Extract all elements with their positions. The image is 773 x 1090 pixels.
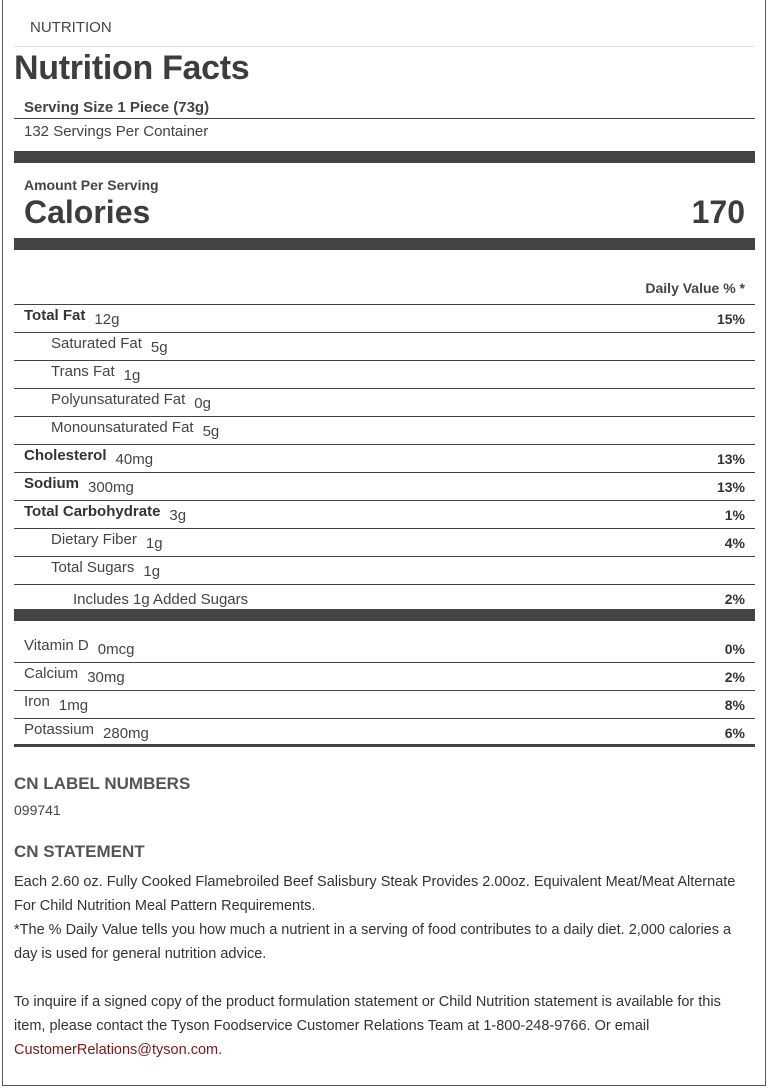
nutrient-amount: 12g bbox=[94, 311, 120, 328]
daily-value-header: Daily Value % * bbox=[14, 250, 755, 305]
nutrient-label: Vitamin D bbox=[24, 637, 89, 654]
email-link[interactable]: CustomerRelations@tyson.com bbox=[14, 1042, 219, 1058]
daily-value-percent: 13% bbox=[716, 451, 745, 467]
divider-thick bbox=[14, 151, 755, 163]
nutrient-amount: 5g bbox=[202, 423, 220, 440]
nutrient-amount: 1g bbox=[145, 535, 163, 552]
nutrition-panel: NUTRITION Nutrition Facts Serving Size 1… bbox=[14, 0, 755, 1062]
cn-statement: Each 2.60 oz. Fully Cooked Flamebroiled … bbox=[14, 874, 736, 914]
divider-bottom bbox=[14, 744, 755, 747]
nutrient-label: Polyunsaturated Fat bbox=[51, 391, 186, 408]
cn-label-number: 099741 bbox=[14, 802, 61, 818]
vitamin-row: Calcium 30mg 2% bbox=[14, 663, 755, 691]
nutrient-amount: 1g bbox=[143, 563, 161, 580]
vitamin-row: Vitamin D 0mcg 0% bbox=[14, 635, 755, 663]
nutrient-row: Total Sugars 1g bbox=[14, 557, 755, 585]
nutrient-row: Sodium 300mg 13% bbox=[14, 473, 755, 501]
daily-value-percent: 13% bbox=[716, 479, 745, 495]
daily-value-percent: 15% bbox=[716, 311, 745, 327]
cn-label-heading: CN LABEL NUMBERS bbox=[14, 774, 191, 793]
inquiry-text: To inquire if a signed copy of the produ… bbox=[14, 994, 721, 1034]
nutrient-row: Includes 1g Added Sugars 2% bbox=[14, 585, 755, 609]
calories-label: Calories bbox=[24, 194, 151, 230]
nutrient-amount: 0mcg bbox=[97, 641, 135, 658]
nutrient-label: Iron bbox=[24, 693, 50, 710]
nutrient-label: Total Fat bbox=[24, 307, 86, 324]
vitamin-row: Potassium 280mg 6% bbox=[14, 719, 755, 743]
nutrient-label: Monounsaturated Fat bbox=[51, 419, 194, 436]
nutrient-row: Saturated Fat 5g bbox=[14, 333, 755, 361]
nutrient-label: Dietary Fiber bbox=[51, 531, 137, 548]
nutrient-label: Potassium bbox=[24, 721, 95, 738]
nutrient-row: Total Carbohydrate 3g 1% bbox=[14, 501, 755, 529]
nutrient-amount: 1g bbox=[123, 367, 141, 384]
nutrient-amount: 1mg bbox=[58, 697, 89, 714]
nutrient-label: Sodium bbox=[24, 475, 79, 492]
dv-footnote: *The % Daily Value tells you how much a … bbox=[14, 922, 732, 962]
nutrient-label: Cholesterol bbox=[24, 447, 107, 464]
calories-value: 170 bbox=[691, 194, 745, 230]
nutrient-label: Includes 1g Added Sugars bbox=[73, 591, 249, 608]
amount-per-serving: Amount Per Serving bbox=[24, 177, 159, 193]
nutrient-row: Cholesterol 40mg 13% bbox=[14, 445, 755, 473]
daily-value-percent: 6% bbox=[724, 725, 745, 741]
nutrient-label: Total Carbohydrate bbox=[24, 503, 161, 520]
inquiry-paragraph: To inquire if a signed copy of the produ… bbox=[14, 990, 755, 1062]
nutrient-amount: 3g bbox=[169, 507, 187, 524]
page-title: Nutrition Facts bbox=[14, 49, 250, 87]
nutrient-amount: 300mg bbox=[88, 479, 134, 496]
nutrient-amount: 280mg bbox=[103, 725, 149, 742]
daily-value-percent: 2% bbox=[724, 669, 745, 685]
section-label: NUTRITION bbox=[14, 0, 755, 47]
nutrient-amount: 40mg bbox=[115, 451, 154, 468]
daily-value-percent: 8% bbox=[724, 697, 745, 713]
nutrient-label: Calcium bbox=[24, 665, 79, 682]
serving-size: Serving Size 1 Piece (73g) bbox=[14, 89, 755, 119]
divider-thick bbox=[14, 238, 755, 250]
nutrient-label: Saturated Fat bbox=[51, 335, 142, 352]
nutrient-row: Polyunsaturated Fat 0g bbox=[14, 389, 755, 417]
calories-row: Calories 170 bbox=[14, 193, 755, 238]
nutrient-label: Trans Fat bbox=[51, 363, 115, 380]
nutrient-amount: 30mg bbox=[87, 669, 125, 686]
nutrient-label: Total Sugars bbox=[51, 559, 135, 576]
nutrient-row: Trans Fat 1g bbox=[14, 361, 755, 389]
nutrient-row: Dietary Fiber 1g 4% bbox=[14, 529, 755, 557]
daily-value-percent: 4% bbox=[724, 535, 745, 551]
nutrient-amount: 0g bbox=[194, 395, 211, 412]
daily-value-percent: 0% bbox=[724, 641, 745, 657]
vitamin-row: Iron 1mg 8% bbox=[14, 691, 755, 719]
daily-value-percent: 2% bbox=[724, 591, 745, 607]
nutrient-amount: 5g bbox=[150, 339, 168, 356]
inquiry-end: . bbox=[218, 1042, 223, 1058]
divider-thick bbox=[14, 609, 755, 621]
servings-per-container: 132 Servings Per Container bbox=[24, 123, 209, 140]
nutrient-row: Monounsaturated Fat 5g bbox=[14, 417, 755, 445]
cn-statement-heading: CN STATEMENT bbox=[14, 842, 145, 861]
nutrient-row: Total Fat 12g 15% bbox=[14, 305, 755, 333]
cn-statement-text: Each 2.60 oz. Fully Cooked Flamebroiled … bbox=[14, 870, 755, 966]
daily-value-percent: 1% bbox=[724, 507, 745, 523]
